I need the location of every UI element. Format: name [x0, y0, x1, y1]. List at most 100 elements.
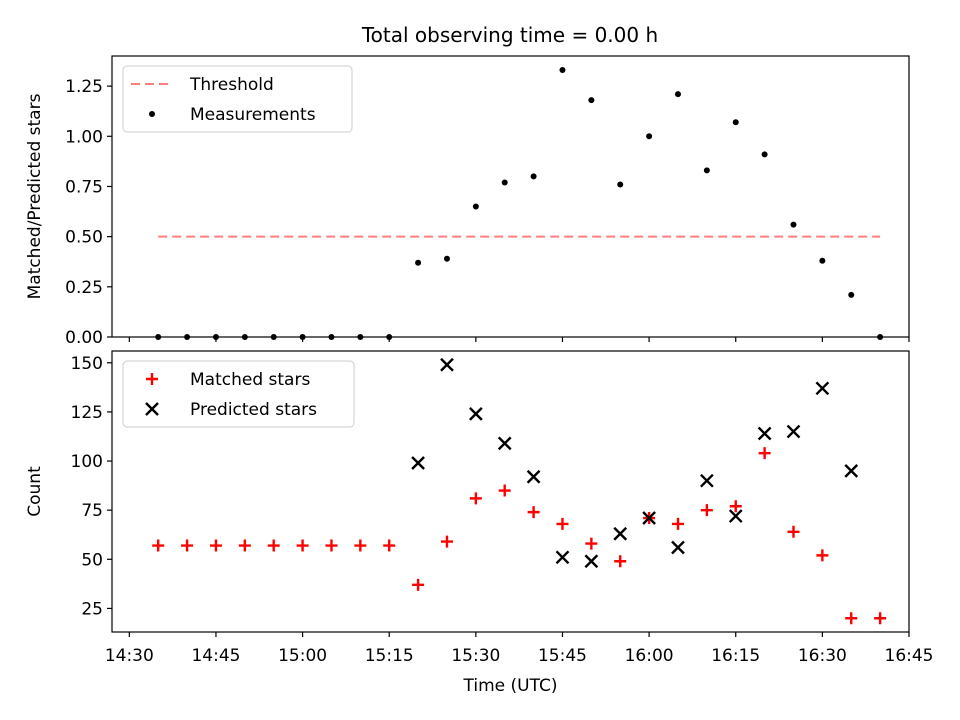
measurement-point: [443, 255, 450, 262]
y-axis-label: Count: [25, 466, 45, 517]
legend-label: Measurements: [190, 105, 316, 125]
y-tick-label: 50: [81, 550, 103, 570]
y-tick-label: 100: [71, 452, 103, 472]
matched-point: [152, 539, 165, 552]
matched-point: [383, 539, 396, 552]
matched-point: [209, 539, 222, 552]
measurement-point: [155, 334, 162, 340]
measurement-point: [386, 334, 393, 340]
measurement-point: [328, 334, 335, 340]
legend-label: Matched stars: [190, 370, 310, 390]
x-tick-label: 14:45: [191, 646, 240, 666]
legend: Matched stars Predicted stars: [122, 360, 355, 428]
x-tick-label: 16:00: [625, 646, 674, 666]
x-tick-label: 16:45: [885, 646, 934, 666]
measurement-point: [819, 257, 826, 264]
matched-point: [787, 525, 800, 538]
legend-label: Threshold: [189, 75, 274, 95]
predicted-point: [440, 357, 454, 372]
matched-point: [585, 537, 598, 550]
measurement-point: [270, 334, 277, 340]
matched-point: [845, 612, 858, 625]
y-tick-label: 75: [81, 501, 103, 521]
predicted-point: [671, 540, 685, 555]
matched-point: [181, 539, 194, 552]
measurement-point: [761, 151, 768, 158]
matched-point: [758, 447, 771, 460]
matched-point: [671, 517, 684, 530]
matched-point: [469, 492, 482, 505]
y-tick-label: 25: [81, 599, 103, 619]
plot-frame: [111, 350, 910, 633]
measurement-point: [184, 334, 191, 340]
x-tick-label: 15:15: [365, 646, 414, 666]
predicted-point: [786, 424, 801, 439]
predicted-point: [613, 526, 628, 541]
measurement-point: [501, 179, 508, 186]
legend-box: [122, 65, 353, 133]
x-tick-label: 14:30: [105, 646, 154, 666]
measurement-point: [212, 334, 219, 340]
matched-point: [614, 555, 627, 568]
matched-point: [527, 506, 540, 519]
legend: Threshold Measurements: [122, 65, 353, 133]
matched-point: [267, 539, 280, 552]
matched-point: [325, 539, 338, 552]
y-tick-label: 1.00: [65, 127, 103, 147]
legend-predicted-swatch: [145, 402, 159, 416]
y-tick-label: 0.25: [65, 278, 103, 298]
x-tick-label: 15:30: [451, 646, 500, 666]
predicted-point: [642, 511, 656, 525]
matched-point: [729, 500, 742, 513]
x-tick-label: 16:15: [711, 646, 760, 666]
matched-point: [238, 539, 251, 552]
measurement-point: [588, 97, 595, 104]
measurement-point: [472, 203, 479, 210]
predicted-point: [728, 509, 743, 523]
x-tick-label: 16:30: [798, 646, 847, 666]
measurement-point: [241, 334, 248, 340]
matched-point: [296, 539, 309, 552]
measurement-point: [848, 291, 855, 298]
matched-point: [816, 549, 829, 562]
chart-title: Total observing time = 0.00 h: [361, 23, 658, 47]
measurement-point: [790, 221, 797, 228]
measurement-point: [559, 67, 566, 74]
x-axis-label: Time (UTC): [463, 676, 558, 696]
legend-label: Predicted stars: [190, 400, 317, 420]
predicted-point: [815, 381, 830, 396]
measurement-point: [415, 259, 422, 266]
measurement-point: [357, 334, 364, 340]
matched-point: [498, 484, 511, 497]
y-axis-label: Matched/Predicted stars: [25, 93, 45, 299]
matched-point: [874, 612, 887, 625]
legend-box: [122, 360, 355, 428]
y-tick-label: 125: [71, 403, 103, 423]
predicted-point: [844, 464, 859, 478]
ratio-panel: 0.00 0.25 0.50 0.75 1.00 1.25 Matched/Predicte…: [25, 55, 910, 348]
predicted-point: [468, 407, 483, 421]
predicted-point: [700, 473, 714, 488]
measurement-point: [703, 167, 710, 174]
y-tick-label: 150: [71, 354, 103, 374]
predicted-point: [411, 456, 425, 470]
predicted-point: [526, 469, 541, 484]
measurement-point: [674, 91, 681, 98]
measurement-point: [299, 334, 306, 340]
y-tick-label: 1.25: [65, 77, 103, 97]
measurement-point: [617, 181, 624, 188]
legend-measurements-swatch: [149, 111, 155, 117]
y-tick-label: 0.75: [65, 177, 103, 197]
y-tick-label: 0.50: [65, 228, 103, 248]
measurement-point: [530, 173, 537, 180]
predicted-point: [497, 436, 512, 451]
y-tick-label: 0.00: [65, 328, 103, 348]
measurement-point: [732, 119, 739, 126]
legend-matched-swatch: [146, 373, 158, 385]
matched-point: [556, 517, 569, 530]
x-tick-label: 15:45: [538, 646, 587, 666]
matched-point: [440, 535, 453, 548]
predicted-point: [584, 554, 599, 569]
predicted-point: [757, 426, 772, 441]
